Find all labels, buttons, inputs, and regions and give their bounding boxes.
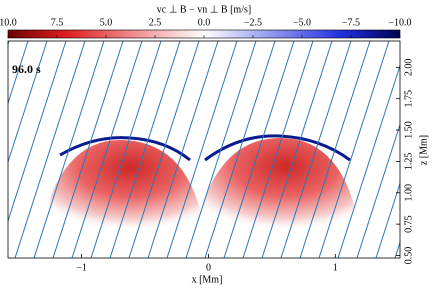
field-line xyxy=(71,41,143,258)
field-line xyxy=(147,41,219,258)
colorbar-tick-label: 2.5 xyxy=(149,17,162,28)
field-line xyxy=(280,41,352,258)
x-tick-label: 1 xyxy=(333,262,338,273)
plot-frame xyxy=(7,40,401,259)
field-line xyxy=(204,41,276,258)
front xyxy=(204,134,351,162)
x-tick-label: 0 xyxy=(206,262,211,273)
field-line xyxy=(90,41,162,258)
x-axis-label: x [Mm] xyxy=(192,274,223,285)
field xyxy=(8,41,400,258)
field-line xyxy=(128,41,200,258)
field-line xyxy=(337,64,400,258)
field-line xyxy=(14,41,86,258)
field-line xyxy=(299,41,371,258)
y-tick-label: 1.00 xyxy=(403,184,414,202)
x-tick-label: −1 xyxy=(76,262,87,273)
colorbar-label: vc ⊥ B − vn ⊥ B [m/s] xyxy=(157,4,251,15)
y-tick-label: 2.00 xyxy=(403,59,414,77)
field-line xyxy=(375,181,400,258)
field-line xyxy=(356,123,400,258)
y-tick-label: 1.25 xyxy=(403,153,414,171)
field-line xyxy=(185,41,257,258)
field-line xyxy=(223,41,295,258)
colorbar-tick-label: 10.0 xyxy=(0,17,17,28)
y-axis-label: z [Mm] xyxy=(418,135,429,165)
y-tick-label: 1.50 xyxy=(403,121,414,139)
field-line xyxy=(8,41,29,105)
field-line xyxy=(318,41,390,258)
colorbar-tick-label: −10.0 xyxy=(388,17,411,28)
field-line xyxy=(33,41,105,258)
field-line xyxy=(8,41,67,223)
field-line xyxy=(394,240,400,258)
colorbar-tick-label: 0.0 xyxy=(198,17,211,28)
colorbar-tick-label: 7.5 xyxy=(51,17,64,28)
colorbar-tick-label: −5.0 xyxy=(293,17,311,28)
field-line xyxy=(261,41,333,258)
time-label: 96.0 s xyxy=(12,62,41,76)
field-line xyxy=(166,41,238,258)
field-line xyxy=(8,41,48,164)
y-tick-label: 0.75 xyxy=(403,215,414,233)
field-line xyxy=(109,41,181,258)
y-tick-label: 0.50 xyxy=(403,247,414,265)
field-line xyxy=(242,41,314,258)
y-tick-label: 1.75 xyxy=(403,90,414,108)
colorbar-tick-label: 5.0 xyxy=(100,17,113,28)
colorbar-tick-label: −2.5 xyxy=(244,17,262,28)
colorbar-tick-label: −7.5 xyxy=(342,17,360,28)
field-line xyxy=(52,41,124,258)
